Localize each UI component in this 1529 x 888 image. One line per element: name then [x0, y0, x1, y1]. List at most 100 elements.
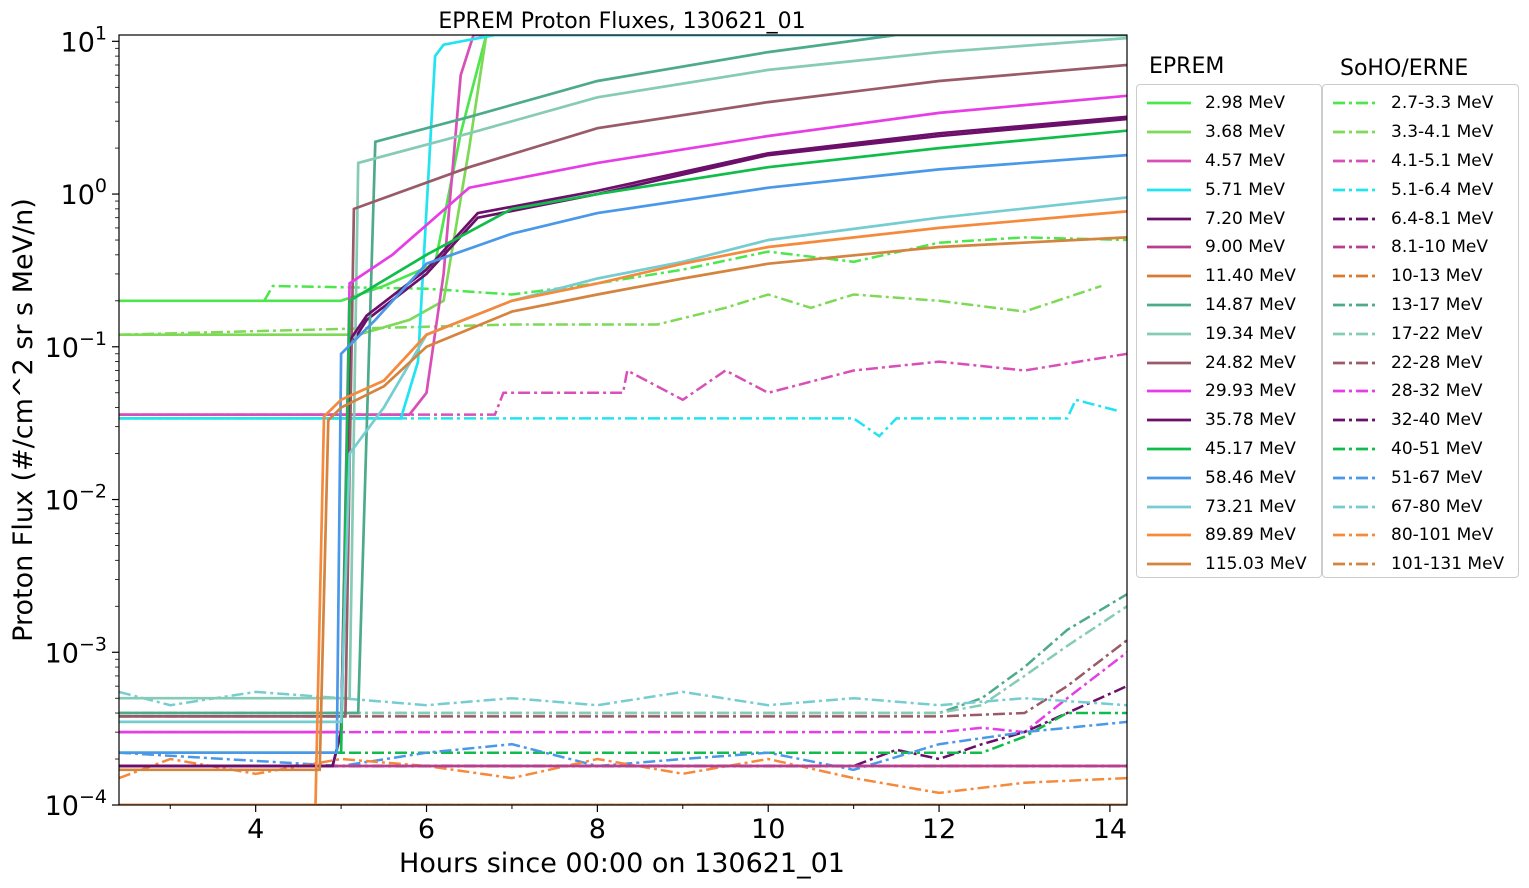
legend-entry: 22-28 MeV [1323, 348, 1518, 377]
legend-entry: 5.71 MeV [1137, 175, 1321, 204]
legend-entry: 45.17 MeV [1137, 435, 1321, 464]
legend-swatch [1147, 361, 1191, 364]
y-tick-label: 10−1 [45, 328, 107, 364]
legend-label: 45.17 MeV [1205, 438, 1296, 459]
legend-label: 5.1-6.4 MeV [1391, 179, 1494, 200]
model-series-line [119, 36, 1127, 700]
x-tick-label: 6 [418, 814, 435, 845]
legend-swatch [1333, 361, 1377, 364]
model-series-line [119, 236, 1127, 772]
observed-series-line [263, 236, 1127, 302]
model-series-line [119, 153, 1127, 755]
legend-swatch [1147, 246, 1191, 249]
chart-title: EPREM Proton Fluxes, 130621_01 [438, 9, 805, 34]
observed-series-line [119, 284, 1102, 336]
y-tick-label: 10−3 [45, 633, 107, 669]
y-tick-label: 101 [61, 22, 107, 58]
observed-series-line [119, 593, 1127, 715]
legend-label: 32-40 MeV [1391, 410, 1483, 431]
observed-series-line [119, 720, 1127, 772]
legend-swatch [1147, 505, 1191, 508]
legend-swatch [1333, 390, 1377, 393]
model-series-line [119, 35, 1127, 715]
legend-entry: 73.21 MeV [1137, 492, 1321, 521]
legend-swatch [1147, 332, 1191, 336]
legend-swatch [1333, 159, 1377, 163]
x-tick-label: 10 [751, 814, 785, 845]
observed-series-line [119, 639, 1127, 718]
observed-series-line [119, 398, 1119, 438]
legend-swatch [1147, 217, 1191, 220]
legend-label: 4.57 MeV [1205, 150, 1286, 171]
legend-entry: 32-40 MeV [1323, 406, 1518, 435]
x-tick-label: 12 [922, 814, 956, 845]
legend-label: 35.78 MeV [1205, 410, 1296, 431]
observed-series-line [119, 651, 1127, 734]
legend-label: 3.68 MeV [1205, 122, 1286, 143]
legend-entry: 101-131 MeV [1323, 550, 1518, 579]
legend-entry: 67-80 MeV [1323, 492, 1518, 521]
legend-label: 115.03 MeV [1205, 554, 1307, 575]
observed-series-line [119, 352, 1127, 416]
legend-swatch [1147, 476, 1191, 480]
legend-label: 80-101 MeV [1391, 525, 1494, 546]
legend-swatch [1333, 130, 1377, 134]
legend-swatch [1333, 102, 1377, 105]
y-tick-label: 10−4 [45, 786, 107, 822]
legend-swatch [1333, 332, 1377, 336]
legend-title-soho-erne: SoHO/ERNE [1340, 56, 1469, 81]
legend-entry: 8.1-10 MeV [1323, 233, 1518, 262]
legend-swatch [1333, 533, 1377, 537]
legend-entry: 58.46 MeV [1137, 463, 1321, 492]
legend-swatch [1333, 476, 1377, 480]
legend-label: 24.82 MeV [1205, 352, 1296, 373]
model-series-line [119, 35, 1127, 420]
plot-frame [118, 34, 1128, 806]
legend-swatch [1333, 274, 1377, 278]
legend-swatch [1147, 159, 1191, 163]
x-tick-label: 4 [247, 814, 264, 845]
legend-label: 14.87 MeV [1205, 294, 1296, 315]
observed-series-line [119, 757, 1127, 795]
legend-soho-erne: 2.7-3.3 MeV 3.3-4.1 MeV 4.1-5.1 MeV 5.1-6.4… [1322, 84, 1519, 578]
legend-label: 6.4-8.1 MeV [1391, 208, 1494, 229]
legend-label: 51-67 MeV [1391, 467, 1483, 488]
legend-entry: 89.89 MeV [1137, 521, 1321, 550]
legend-swatch [1333, 505, 1377, 508]
legend-entry: 9.00 MeV [1137, 233, 1321, 262]
legend-swatch [1147, 562, 1191, 566]
legend-swatch [1333, 246, 1377, 249]
legend-label: 28-32 MeV [1391, 381, 1483, 402]
legend-label: 2.98 MeV [1205, 93, 1286, 114]
x-axis-label: Hours since 00:00 on 130621_01 [399, 848, 845, 879]
legend-label: 2.7-3.3 MeV [1391, 93, 1494, 114]
legend-label: 10-13 MeV [1391, 266, 1483, 287]
legend-label: 40-51 MeV [1391, 438, 1483, 459]
legend-entry: 7.20 MeV [1137, 204, 1321, 233]
legend-entry: 3.68 MeV [1137, 118, 1321, 147]
legend-entry: 5.1-6.4 MeV [1323, 175, 1518, 204]
legend-label: 67-80 MeV [1391, 496, 1483, 517]
legend-swatch [1333, 447, 1377, 451]
legend-entry: 4.1-5.1 MeV [1323, 147, 1518, 176]
legend-entry: 40-51 MeV [1323, 435, 1518, 464]
legend-title-eprem: EPREM [1149, 54, 1225, 79]
legend-label: 11.40 MeV [1205, 266, 1296, 287]
legend-swatch [1147, 102, 1191, 105]
legend-entry: 28-32 MeV [1323, 377, 1518, 406]
x-tick-label: 14 [1093, 814, 1127, 845]
legend-label: 9.00 MeV [1205, 237, 1286, 258]
y-tick-label: 10−2 [45, 481, 107, 517]
legend-swatch [1333, 188, 1377, 192]
legend-label: 7.20 MeV [1205, 208, 1286, 229]
legend-entry: 6.4-8.1 MeV [1323, 204, 1518, 233]
model-series-line [119, 63, 1127, 718]
legend-swatch [1333, 217, 1377, 220]
legend-label: 13-17 MeV [1391, 294, 1483, 315]
legend-entry: 29.93 MeV [1137, 377, 1321, 406]
legend-label: 3.3-4.1 MeV [1391, 122, 1494, 143]
legend-entry: 115.03 MeV [1137, 550, 1321, 579]
legend-eprem: 2.98 MeV 3.68 MeV 4.57 MeV 5.71 MeV 7.20 MeV… [1136, 84, 1322, 578]
y-axis-label: Proton Flux (#/cm^2 sr s MeV/n) [8, 198, 39, 642]
